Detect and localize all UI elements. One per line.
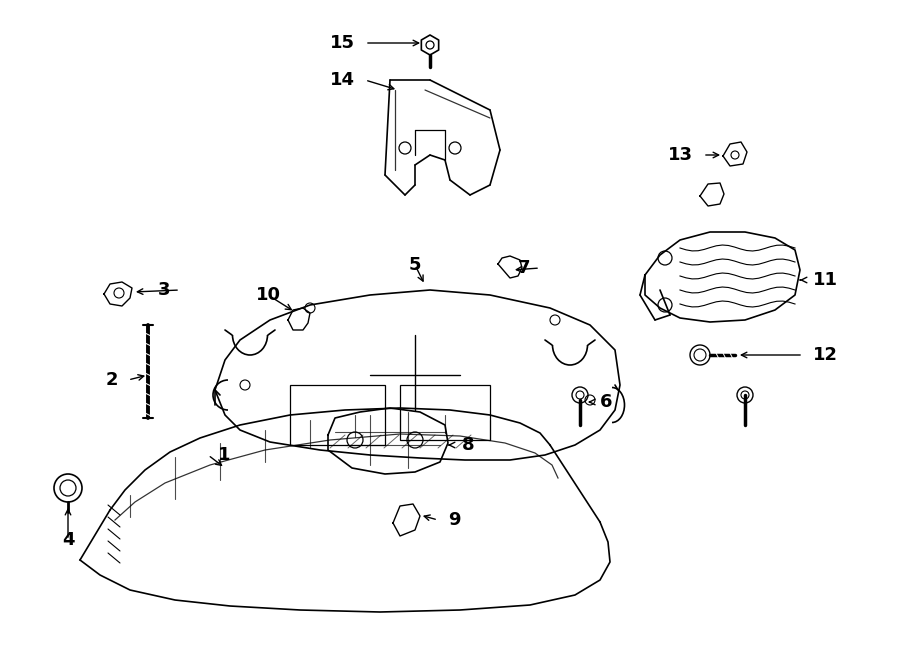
Text: 7: 7 — [518, 259, 530, 277]
Text: 12: 12 — [813, 346, 838, 364]
Text: 10: 10 — [256, 286, 281, 304]
Text: 1: 1 — [218, 446, 230, 464]
Text: 15: 15 — [330, 34, 355, 52]
Text: 4: 4 — [62, 531, 74, 549]
Text: 5: 5 — [409, 256, 421, 274]
Text: 13: 13 — [668, 146, 693, 164]
Text: 9: 9 — [448, 511, 461, 529]
Text: 14: 14 — [330, 71, 355, 89]
Text: 6: 6 — [600, 393, 613, 411]
Text: 11: 11 — [813, 271, 838, 289]
Text: 3: 3 — [158, 281, 170, 299]
Text: 2: 2 — [105, 371, 118, 389]
Bar — [290, 385, 385, 445]
Bar — [400, 385, 490, 440]
Text: 8: 8 — [462, 436, 474, 454]
